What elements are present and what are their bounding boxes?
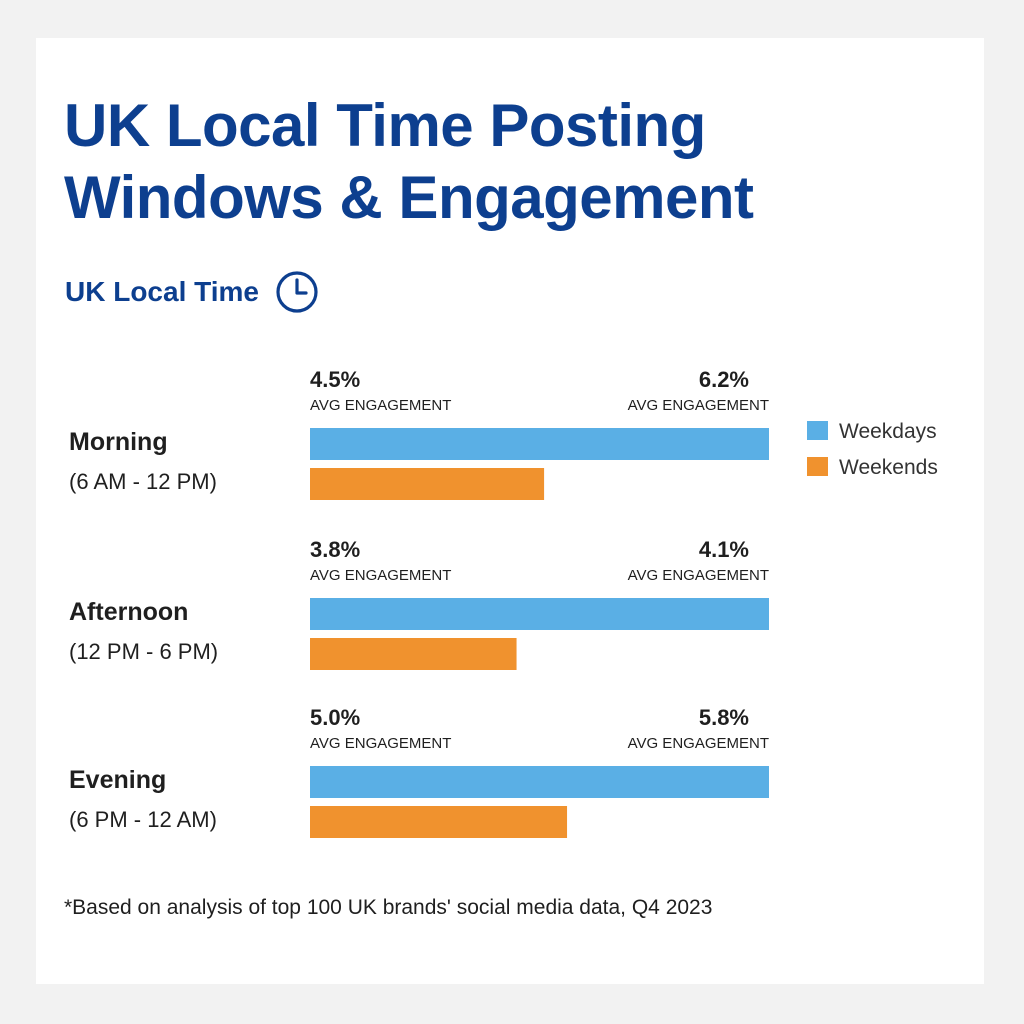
chart-title: UK Local Time Posting Windows & Engageme… xyxy=(64,90,754,234)
value-caption-right: AVG ENGAGEMENT xyxy=(628,735,769,752)
value-label-left: 5.0% xyxy=(310,705,360,730)
clock-icon xyxy=(276,271,318,313)
bar-weekends-morning xyxy=(310,468,545,500)
value-caption-left: AVG ENGAGEMENT xyxy=(310,567,451,584)
bar-weekdays-afternoon xyxy=(310,598,769,630)
category-label: Afternoon xyxy=(69,598,188,626)
value-caption-right: AVG ENGAGEMENT xyxy=(628,397,769,414)
title-line-2: Windows & Engagement xyxy=(64,164,754,231)
category-range-label: (12 PM - 6 PM) xyxy=(69,639,218,664)
bar-weekdays-morning xyxy=(310,428,769,460)
bar-weekends-afternoon xyxy=(310,638,517,670)
value-caption-left: AVG ENGAGEMENT xyxy=(310,735,451,752)
legend-swatch-weekends xyxy=(807,457,828,476)
value-label-right: 5.8% xyxy=(699,705,749,730)
legend-label-weekdays: Weekdays xyxy=(839,420,937,443)
category-label: Evening xyxy=(69,766,166,794)
category-label: Morning xyxy=(69,428,168,456)
footnote: *Based on analysis of top 100 UK brands'… xyxy=(64,896,713,919)
legend-label-weekends: Weekends xyxy=(839,456,938,479)
legend-swatch-weekdays xyxy=(807,421,828,440)
value-caption-right: AVG ENGAGEMENT xyxy=(628,567,769,584)
category-range-label: (6 AM - 12 PM) xyxy=(69,469,217,494)
value-label-left: 3.8% xyxy=(310,537,360,562)
value-label-left: 4.5% xyxy=(310,367,360,392)
bar-chart: 4.5% AVG ENGAGEMENT 6.2% AVG ENGAGEMENT Morn… xyxy=(69,367,938,838)
chart-subtitle: UK Local Time xyxy=(65,270,319,314)
subtitle-text: UK Local Time xyxy=(65,276,259,307)
bar-weekends-evening xyxy=(310,806,568,838)
value-caption-left: AVG ENGAGEMENT xyxy=(310,397,451,414)
value-label-right: 4.1% xyxy=(699,537,749,562)
chart-card: UK Local Time Posting Windows & Engageme… xyxy=(36,38,984,984)
title-line-1: UK Local Time Posting xyxy=(64,92,706,159)
category-range-label: (6 PM - 12 AM) xyxy=(69,807,217,832)
value-label-right: 6.2% xyxy=(699,367,749,392)
bar-weekdays-evening xyxy=(310,766,769,798)
